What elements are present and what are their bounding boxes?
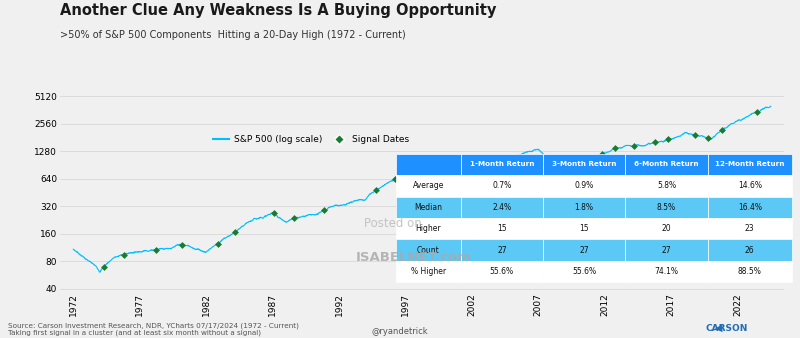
- Bar: [461, 175, 543, 197]
- Text: 6-Month Return: 6-Month Return: [634, 162, 698, 168]
- Legend: S&P 500 (log scale), Signal Dates: S&P 500 (log scale), Signal Dates: [210, 132, 413, 148]
- Text: 88.5%: 88.5%: [738, 267, 762, 276]
- Bar: [708, 261, 792, 282]
- Text: 2.4%: 2.4%: [492, 203, 511, 212]
- Text: 74.1%: 74.1%: [654, 267, 678, 276]
- Bar: [543, 239, 626, 261]
- Bar: [626, 197, 708, 218]
- Text: 55.6%: 55.6%: [490, 267, 514, 276]
- Bar: [626, 261, 708, 282]
- Bar: [543, 218, 626, 239]
- Bar: [396, 197, 461, 218]
- Text: 1-Month Return: 1-Month Return: [470, 162, 534, 168]
- Text: 14.6%: 14.6%: [738, 182, 762, 190]
- Bar: [461, 239, 543, 261]
- Bar: [708, 154, 792, 175]
- Text: 1.8%: 1.8%: [574, 203, 594, 212]
- Text: 12-Month Return: 12-Month Return: [715, 162, 785, 168]
- Text: 27: 27: [579, 246, 589, 255]
- Text: % Higher: % Higher: [410, 267, 446, 276]
- Text: Median: Median: [414, 203, 442, 212]
- Text: Count: Count: [417, 246, 440, 255]
- Bar: [396, 154, 461, 175]
- Text: 15: 15: [497, 224, 506, 233]
- Bar: [708, 239, 792, 261]
- Bar: [708, 197, 792, 218]
- Text: 8.5%: 8.5%: [657, 203, 676, 212]
- Bar: [461, 197, 543, 218]
- Text: 27: 27: [662, 246, 671, 255]
- Text: ◀: ◀: [715, 323, 722, 333]
- Text: 0.7%: 0.7%: [492, 182, 511, 190]
- Bar: [396, 261, 461, 282]
- Bar: [626, 154, 708, 175]
- Bar: [708, 218, 792, 239]
- Text: 26: 26: [745, 246, 754, 255]
- Text: Average: Average: [413, 182, 444, 190]
- Bar: [626, 239, 708, 261]
- Text: Another Clue Any Weakness Is A Buying Opportunity: Another Clue Any Weakness Is A Buying Op…: [60, 3, 496, 18]
- Text: ISABELNET.com: ISABELNET.com: [356, 251, 472, 264]
- Text: 0.9%: 0.9%: [574, 182, 594, 190]
- Text: 5.8%: 5.8%: [657, 182, 676, 190]
- Text: Posted on: Posted on: [364, 217, 422, 230]
- Bar: [396, 175, 461, 197]
- Bar: [543, 154, 626, 175]
- Bar: [708, 175, 792, 197]
- Bar: [626, 175, 708, 197]
- Bar: [461, 261, 543, 282]
- Bar: [543, 197, 626, 218]
- Bar: [461, 154, 543, 175]
- Text: 15: 15: [579, 224, 589, 233]
- Text: 20: 20: [662, 224, 671, 233]
- Bar: [461, 218, 543, 239]
- Text: >50% of S&P 500 Components  Hitting a 20-Day High (1972 - Current): >50% of S&P 500 Components Hitting a 20-…: [60, 30, 406, 41]
- Text: CARSON: CARSON: [706, 324, 748, 333]
- Text: 3-Month Return: 3-Month Return: [552, 162, 617, 168]
- Text: Source: Carson Investment Research, NDR, YCharts 07/17/2024 (1972 - Current)
Tak: Source: Carson Investment Research, NDR,…: [8, 322, 299, 336]
- Text: 23: 23: [745, 224, 754, 233]
- Bar: [543, 175, 626, 197]
- Text: 27: 27: [497, 246, 506, 255]
- Bar: [543, 261, 626, 282]
- Bar: [396, 239, 461, 261]
- Text: @ryandetrick: @ryandetrick: [372, 327, 428, 336]
- Bar: [396, 218, 461, 239]
- Bar: [626, 218, 708, 239]
- Text: 16.4%: 16.4%: [738, 203, 762, 212]
- Text: Higher: Higher: [415, 224, 441, 233]
- Text: 55.6%: 55.6%: [572, 267, 596, 276]
